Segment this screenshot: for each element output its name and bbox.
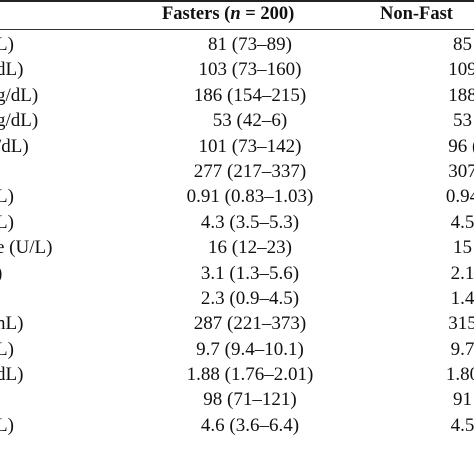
cell-nonfasters: 4.5 ( <box>450 414 474 436</box>
cell-nonfasters: 315 ( <box>448 313 474 335</box>
table-top-rule <box>0 0 474 2</box>
table-row: L) 4.6 (3.6–6.4) 4.5 ( <box>0 413 474 438</box>
table-row: 98 (71–121) 91 ( <box>0 387 474 412</box>
column-header-fasters: Fasters (n = 200) <box>162 3 294 25</box>
cell-nonfasters: 4.5 ( <box>450 211 474 233</box>
row-label: nL) <box>0 313 24 335</box>
table-body: L)81 (73–89)85 (dL)103 (73–160)109 (g/dL… <box>0 32 474 464</box>
cell-fasters: 287 (221–373) <box>193 313 307 335</box>
row-label: ) <box>0 261 2 286</box>
column-header-fasters-prefix: Fasters ( <box>162 4 231 24</box>
row-label: L) <box>0 211 14 233</box>
cell-nonfasters: 188 ( <box>448 84 474 106</box>
row-label: L) <box>0 338 14 360</box>
cell-nonfasters: 109 ( <box>448 59 474 81</box>
cell-nonfasters: 307 ( <box>448 160 474 182</box>
cell-fasters: 4.3 (3.5–5.3) <box>200 211 300 233</box>
cell-fasters: 16 (12–23) <box>208 237 292 259</box>
table-row: L) 9.7 (9.4–10.1) 9.7 ( <box>0 337 474 362</box>
table-row: L) 4.3 (3.5–5.3) 4.5 ( <box>0 210 474 235</box>
table-row: e (U/L) 16 (12–23) 15 ( <box>0 235 474 260</box>
row-label: e (U/L) <box>0 237 53 259</box>
cell-fasters: 2.3 (0.9–4.5) <box>200 287 300 309</box>
cell-fasters: 0.91 (0.83–1.03) <box>186 186 314 208</box>
cell-fasters: 81 (73–89) <box>208 34 292 55</box>
table-row <box>0 438 474 463</box>
table-row: dL) 1.88 (1.76–2.01) 1.80 ( <box>0 362 474 387</box>
cell-fasters: 277 (217–337) <box>193 160 307 182</box>
cell-nonfasters: 9.7 ( <box>450 338 474 360</box>
row-label: dL) <box>0 364 24 386</box>
cell-nonfasters: 15 ( <box>452 237 474 259</box>
cell-fasters: 1.88 (1.76–2.01) <box>186 364 314 386</box>
cell-fasters: 3.1 (1.3–5.6) <box>200 262 300 284</box>
cell-nonfasters: 2.1 ( <box>450 262 474 284</box>
cell-fasters: 9.7 (9.4–10.1) <box>196 338 304 360</box>
cell-fasters: 98 (71–121) <box>203 389 297 411</box>
table-row: 277 (217–337) 307 ( <box>0 159 474 184</box>
column-header-fasters-n-symbol: n <box>230 4 241 24</box>
table-row: nL) 287 (221–373) 315 ( <box>0 311 474 336</box>
row-label: L) <box>0 414 14 436</box>
cell-nonfasters: 85 ( <box>452 34 474 55</box>
column-header-fasters-suffix: = 200) <box>240 4 295 24</box>
row-label: /dL) <box>0 135 29 157</box>
row-label: dL) <box>0 59 24 81</box>
cell-nonfasters: 1.80 ( <box>445 364 474 386</box>
cell-nonfasters: 1.4 ( <box>450 287 474 309</box>
table-row: L) 0.91 (0.83–1.03) 0.94 ( <box>0 184 474 209</box>
row-label: g/dL) <box>0 110 39 132</box>
header-rule <box>0 29 474 30</box>
cell-fasters: 101 (73–142) <box>198 135 302 157</box>
table-row: dL) 103 (73–160) 109 ( <box>0 57 474 82</box>
table-row: ) 3.1 (1.3–5.6) 2.1 ( <box>0 261 474 286</box>
table-row: g/dL) 186 (154–215) 188 ( <box>0 83 474 108</box>
row-label: L) <box>0 186 14 208</box>
cell-nonfasters: 0.94 ( <box>445 186 474 208</box>
table-row: /dL) 101 (73–142) 96 (7 <box>0 134 474 159</box>
row-label: L) <box>0 34 14 55</box>
cell-fasters: 4.6 (3.6–6.4) <box>200 414 300 436</box>
cell-nonfasters: 96 (7 <box>448 135 474 157</box>
table-row: 2.3 (0.9–4.5) 1.4 ( <box>0 286 474 311</box>
cell-fasters: 103 (73–160) <box>198 59 302 81</box>
table-row: g/dL) 53 (42–6) 53 ( <box>0 108 474 133</box>
cell-nonfasters: 53 ( <box>452 110 474 132</box>
cell-nonfasters: 91 ( <box>452 389 474 411</box>
table-row: L) 81 (73–89) 85 ( <box>0 32 474 57</box>
row-label: g/dL) <box>0 84 39 106</box>
cell-fasters: 53 (42–6) <box>212 110 288 132</box>
cell-fasters: 186 (154–215) <box>193 84 307 106</box>
column-header-nonfasters: Non-Fast <box>380 4 453 24</box>
